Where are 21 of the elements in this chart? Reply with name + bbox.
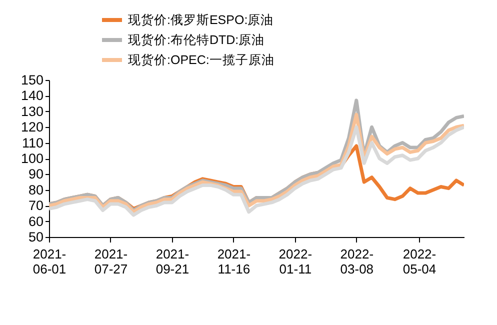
y-tick-label: 100 [20,151,44,166]
y-tick-label: 60 [28,214,44,229]
x-tick-label: 2021- 07-27 [94,246,128,276]
x-tick-label: 2022- 01-11 [278,246,312,276]
legend-label: 现货价:俄罗斯ESPO:原油 [128,13,274,27]
y-tick-label: 70 [28,198,44,214]
y-tick-label: 50 [28,230,44,244]
legend-label: 现货价:布伦特DTD:原油 [128,33,265,47]
legend-label: 现货价:OPEC:一揽子原油 [128,53,274,67]
x-tick-label: 2021- 11-16 [217,246,251,276]
y-tick-label: 150 [20,72,44,88]
y-tick-label: 140 [20,88,44,104]
y-tick-label: 130 [20,104,44,119]
y-tick-label: 120 [20,120,44,135]
x-tick-label: 2021- 09-21 [156,246,190,276]
x-tick-label: 2022- 05-04 [402,246,436,276]
x-tick-label: 2022- 03-08 [340,246,374,276]
y-tick-label: 80 [28,182,44,198]
y-tick-label: 110 [22,135,44,150]
y-tick-label: 90 [28,166,44,182]
x-tick-label: 2021- 06-01 [32,246,66,276]
